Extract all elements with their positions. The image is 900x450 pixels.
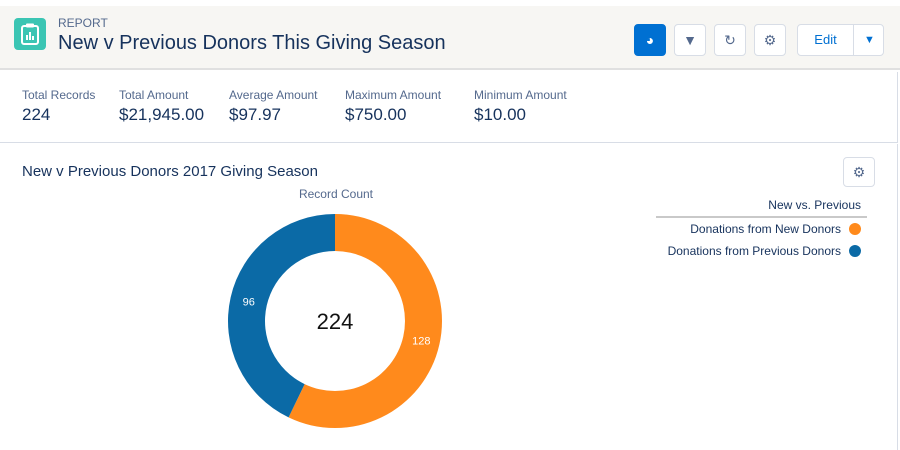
stat-maximum-amount: Maximum Amount $750.00 [345, 88, 441, 125]
legend-label: Donations from New Donors [690, 222, 841, 236]
eyebrow: REPORT [58, 16, 108, 30]
chart-icon: ◕ [645, 32, 655, 48]
legend-swatch [849, 245, 861, 257]
report-icon [14, 18, 46, 50]
stat-total-records: Total Records 224 [22, 88, 95, 125]
refresh-button[interactable]: ↻ [714, 24, 746, 56]
stat-label: Total Amount [119, 88, 189, 102]
legend-item[interactable]: Donations from Previous Donors [668, 244, 861, 258]
stat-value: $750.00 [345, 105, 407, 124]
chart-title: New v Previous Donors 2017 Giving Season [22, 163, 318, 180]
stat-label: Total Records [22, 88, 96, 102]
stat-label: Minimum Amount [474, 88, 567, 102]
donut-chart: 128 96 224 [227, 214, 442, 428]
chart-panel: New v Previous Donors 2017 Giving Season… [0, 144, 898, 450]
page-title: New v Previous Donors This Giving Season [58, 32, 446, 54]
filter-button[interactable]: ▼ [674, 24, 706, 56]
legend-item[interactable]: Donations from New Donors [690, 222, 861, 236]
stat-value: $21,945.00 [119, 105, 205, 124]
slice-label: 96 [243, 296, 255, 308]
report-header: REPORT New v Previous Donors This Giving… [0, 6, 900, 70]
settings-button[interactable]: ⚙ [754, 24, 786, 56]
summary-stats: Total Records 224 Total Amount $21,945.00 … [0, 72, 898, 143]
chart-toggle-button[interactable]: ◕ [634, 24, 666, 56]
legend-label: Donations from Previous Donors [667, 244, 841, 258]
chart-settings-button[interactable]: ⚙ [843, 157, 875, 187]
edit-button[interactable]: Edit [798, 25, 854, 55]
measure-label: Record Count [298, 187, 374, 201]
refresh-icon: ↻ [724, 31, 736, 48]
gear-icon: ⚙ [763, 31, 777, 48]
stat-value: $97.97 [229, 105, 281, 124]
legend-divider [656, 216, 867, 218]
donut-slice[interactable] [227, 214, 335, 418]
edit-button-group: Edit ▼ [797, 24, 884, 56]
stat-minimum-amount: Minimum Amount $10.00 [474, 88, 567, 125]
filter-icon: ▼ [683, 32, 697, 48]
gear-icon: ⚙ [852, 163, 866, 180]
stat-average-amount: Average Amount $97.97 [229, 88, 318, 125]
center-total: 224 [317, 309, 354, 334]
legend-title: New vs. Previous [768, 198, 861, 212]
stat-value: 224 [22, 105, 51, 124]
chevron-down-icon[interactable]: ▼ [864, 34, 875, 46]
stat-label: Average Amount [229, 88, 318, 102]
donut-slice[interactable] [288, 214, 442, 428]
stat-value: $10.00 [474, 105, 526, 124]
slice-label: 128 [412, 336, 430, 348]
stat-total-amount: Total Amount $21,945.00 [119, 88, 204, 125]
stat-label: Maximum Amount [345, 88, 442, 102]
legend-swatch [849, 223, 861, 235]
